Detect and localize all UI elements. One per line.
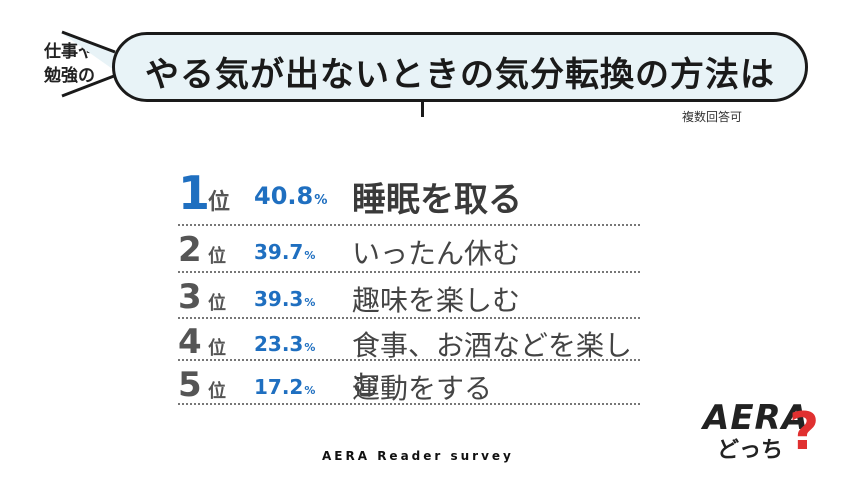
percentage-value: 23.3%	[254, 332, 316, 356]
rank-unit: 位	[208, 293, 226, 314]
ranking-row-2: 2 位 39.7% いったん休む	[178, 230, 640, 270]
ranking-item-label: 運動をする	[352, 372, 493, 405]
row-divider	[178, 317, 640, 319]
percentage-value: 39.3%	[254, 287, 316, 311]
ranking-item-label: 睡眠を取る	[352, 180, 522, 220]
ranking-row-4: 4 位 23.3% 食事、お酒などを楽しむ	[178, 322, 640, 402]
percentage-value: 39.7%	[254, 240, 316, 264]
rank-number: 4	[178, 322, 202, 362]
multiple-answer-note: 複数回答可	[682, 110, 743, 124]
row-divider	[178, 359, 640, 361]
ranking-item-label: 趣味を楽しむ	[352, 284, 521, 317]
rank-unit: 位	[208, 190, 231, 215]
ranking-row-1: 1 位 40.8% 睡眠を取る	[178, 166, 640, 220]
percentage-value: 17.2%	[254, 375, 316, 399]
rank-number: 5	[178, 365, 202, 405]
subject-label-line2: 勉強の	[44, 66, 95, 86]
row-divider	[178, 271, 640, 273]
survey-source: AERA Reader survey	[322, 449, 514, 463]
question-mark-icon: ?	[789, 402, 820, 462]
rank-number: 1	[178, 166, 211, 220]
percentage-value: 40.8%	[254, 182, 328, 210]
row-divider	[178, 224, 640, 226]
question-title: やる気が出ないときの気分転換の方法は	[145, 55, 775, 95]
ranking-row-5: 5 位 17.2% 運動をする	[178, 365, 640, 405]
logo-brand-text: AERA	[703, 398, 810, 438]
aera-dotchi-logo: AERA どっち ?	[703, 398, 825, 464]
bubble-stem	[421, 101, 424, 117]
rank-unit: 位	[208, 338, 226, 359]
logo-sub-text: どっち	[717, 438, 784, 463]
row-divider	[178, 403, 640, 405]
rank-unit: 位	[208, 246, 226, 267]
ranking-item-label: 食事、お酒などを楽しむ	[352, 329, 633, 402]
ranking-item-label: いったん休む	[352, 237, 521, 270]
ranking-row-3: 3 位 39.3% 趣味を楽しむ	[178, 277, 640, 317]
question-bubble: やる気が出ないときの気分転換の方法は	[112, 32, 808, 102]
rank-number: 3	[178, 277, 202, 317]
rank-number: 2	[178, 230, 202, 270]
rank-unit: 位	[208, 381, 226, 402]
